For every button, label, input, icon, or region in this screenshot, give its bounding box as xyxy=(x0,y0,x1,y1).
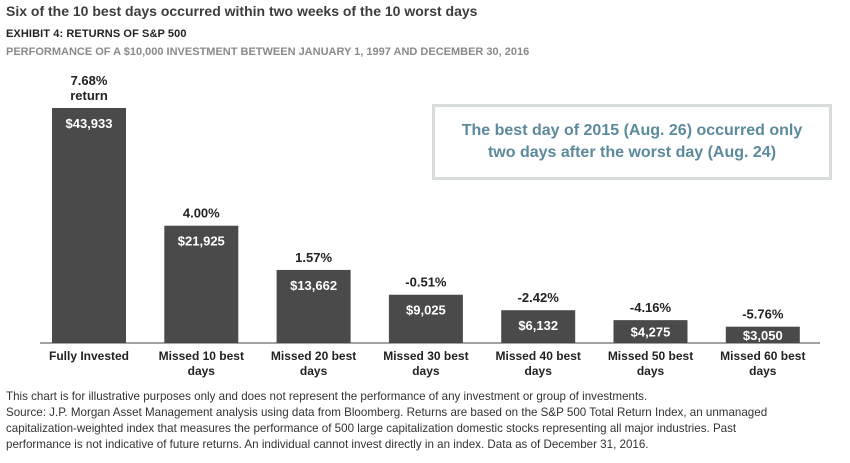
bar-value-label-6: $4,275 xyxy=(631,325,671,340)
bar-value-label-3: $13,662 xyxy=(290,278,337,293)
bar-return-label-5: -2.42% xyxy=(518,290,560,305)
callout-line-1: The best day of 2015 (Aug. 26) occurred … xyxy=(461,122,803,139)
x-tick-label-3-line-2: days xyxy=(300,364,328,378)
footnote-disclaimer: This chart is for illustrative purposes … xyxy=(6,390,648,403)
bar-return-label-3: 1.57% xyxy=(295,250,332,265)
bar-value-label-2: $21,925 xyxy=(178,234,225,249)
bar-value-label-4: $9,025 xyxy=(406,303,446,318)
x-tick-label-7-line-2: days xyxy=(749,364,777,378)
bar-value-label-5: $6,132 xyxy=(518,318,558,333)
footnote-source-2: capitalization-weighted index that measu… xyxy=(6,422,737,435)
x-tick-label-6-line-1: Missed 50 best xyxy=(608,349,693,363)
bar-7 xyxy=(725,326,800,343)
exhibit-title: EXHIBIT 4: RETURNS OF S&P 500 xyxy=(6,28,187,40)
x-tick-label-5-line-1: Missed 40 best xyxy=(496,349,581,363)
x-tick-label-4-line-1: Missed 30 best xyxy=(383,349,468,363)
footnote-source-1: Source: J.P. Morgan Asset Management ana… xyxy=(6,406,768,419)
x-tick-label-1: Fully Invested xyxy=(49,349,129,363)
bar-return-label-1-line-1: 7.68% xyxy=(71,73,108,88)
x-tick-label-7-line-1: Missed 60 best xyxy=(720,349,805,363)
x-tick-label-2-line-2: days xyxy=(188,364,216,378)
chart-subtitle: PERFORMANCE OF A $10,000 INVESTMENT BETW… xyxy=(6,46,530,58)
bar-return-label-7: -5.76% xyxy=(742,307,784,322)
bar-5 xyxy=(501,310,576,343)
bar-2 xyxy=(164,225,239,343)
headline: Six of the 10 best days occurred within … xyxy=(6,3,478,19)
x-tick-label-4-line-2: days xyxy=(412,364,440,378)
x-tick-label-2-line-1: Missed 10 best xyxy=(159,349,244,363)
callout-line-2: two days after the worst day (Aug. 24) xyxy=(487,144,777,161)
bar-return-label-1-line-2: return xyxy=(70,88,108,103)
bar-value-label-1: $43,933 xyxy=(66,116,113,131)
bar-6 xyxy=(613,320,688,343)
bar-value-label-7: $3,050 xyxy=(743,328,783,343)
bar-return-label-2: 4.00% xyxy=(183,206,220,221)
x-tick-label-3-line-1: Missed 20 best xyxy=(271,349,356,363)
bar-1 xyxy=(52,108,126,343)
x-tick-label-6-line-2: days xyxy=(637,364,665,378)
footnote-source-3: performance is not indicative of future … xyxy=(6,438,649,451)
callout-box: The best day of 2015 (Aug. 26) occurred … xyxy=(432,104,832,180)
bar-return-label-6: -4.16% xyxy=(630,300,672,315)
x-tick-label-5-line-2: days xyxy=(525,364,553,378)
bar-return-label-4: -0.51% xyxy=(405,275,447,290)
bar-3 xyxy=(276,269,351,343)
returns-bar-chart: $43,933 7.68%return Fully Invested $21,925 4… xyxy=(40,73,820,378)
bar-4 xyxy=(388,294,463,343)
